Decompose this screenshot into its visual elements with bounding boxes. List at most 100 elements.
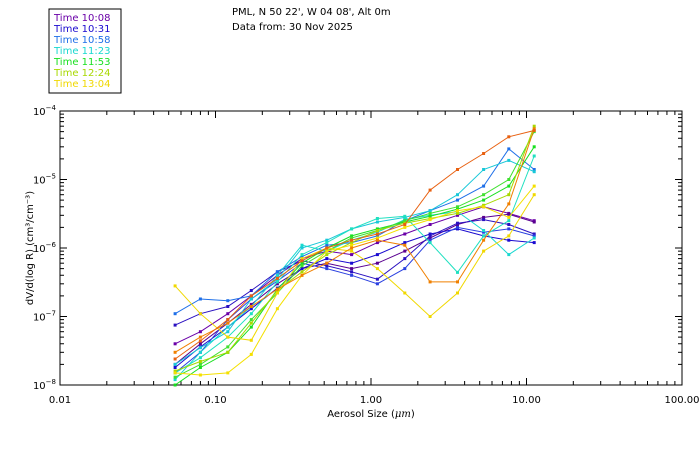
data-point <box>173 378 177 382</box>
data-point <box>456 213 459 217</box>
data-point <box>403 243 407 247</box>
data-point <box>226 325 230 329</box>
data-point <box>456 225 459 229</box>
data-point <box>325 257 329 261</box>
data-point <box>482 198 486 202</box>
data-point <box>375 267 379 271</box>
data-point <box>350 253 354 257</box>
data-point <box>198 312 202 316</box>
data-point <box>403 225 407 229</box>
legend-entry: Time 10:31 <box>53 24 110 35</box>
data-point <box>532 124 536 128</box>
x-axis-label: Aerosol Size (μm) <box>327 409 415 420</box>
data-point <box>482 230 486 234</box>
data-point <box>375 261 379 265</box>
data-point <box>173 342 177 346</box>
data-point <box>482 218 486 222</box>
data-point <box>226 345 230 349</box>
data-point <box>532 234 536 238</box>
data-point <box>350 273 354 277</box>
data-point <box>403 267 407 271</box>
data-point <box>350 236 354 240</box>
y-tick-label: 10−5 <box>33 173 56 187</box>
data-point <box>532 168 536 171</box>
data-point <box>173 375 177 379</box>
data-point <box>482 205 486 209</box>
data-point <box>173 357 177 361</box>
data-point <box>249 307 253 311</box>
x-tick-label: 1.00 <box>360 395 382 406</box>
data-point <box>375 277 379 281</box>
data-point <box>350 243 354 247</box>
data-point <box>375 241 379 245</box>
data-point <box>482 229 486 232</box>
legend-box <box>48 8 122 94</box>
data-point <box>350 246 354 250</box>
data-point <box>325 249 329 253</box>
data-point <box>375 234 379 238</box>
data-point <box>456 205 459 209</box>
data-point <box>249 302 253 306</box>
data-point <box>375 217 379 220</box>
data-point <box>507 158 511 162</box>
series-cyan-3 <box>173 154 536 375</box>
data-point <box>226 318 230 322</box>
data-point <box>456 270 459 274</box>
data-point <box>226 371 230 375</box>
data-point <box>403 241 407 245</box>
data-point <box>325 264 329 268</box>
data-point <box>532 236 536 240</box>
data-point <box>456 221 459 225</box>
data-point <box>275 280 279 284</box>
data-point <box>173 366 177 369</box>
data-point <box>507 234 511 238</box>
data-point <box>507 212 511 216</box>
data-point <box>350 270 354 274</box>
data-point <box>532 129 536 132</box>
data-point <box>275 273 279 277</box>
data-point <box>173 369 177 373</box>
data-point <box>350 238 354 242</box>
data-point <box>198 297 202 301</box>
data-point <box>226 330 230 334</box>
data-point <box>482 234 486 238</box>
data-point <box>375 238 379 242</box>
series-orange-1 <box>173 127 536 354</box>
legend-entry: Time 11:23 <box>53 46 110 57</box>
x-tick-label: 0.01 <box>49 395 71 406</box>
y-axis-label: dV/d(log R) (cm³/cm⁻³) <box>25 191 36 305</box>
y-tick-label: 10−4 <box>33 104 57 118</box>
data-point <box>456 168 459 171</box>
data-point <box>428 211 432 215</box>
data-point <box>375 229 379 232</box>
data-point <box>482 193 486 197</box>
data-point <box>198 356 202 360</box>
data-point <box>275 282 279 286</box>
data-point <box>300 257 304 261</box>
data-point <box>507 238 511 242</box>
data-point <box>300 246 304 250</box>
data-point <box>403 214 407 218</box>
data-point <box>173 383 177 387</box>
data-point <box>198 330 202 334</box>
data-point <box>300 259 304 263</box>
data-point <box>350 261 354 265</box>
data-point <box>428 223 432 226</box>
data-point <box>532 232 536 236</box>
data-point <box>325 267 329 271</box>
data-point <box>428 209 432 213</box>
header-date: Data from: 30 Nov 2025 <box>232 22 353 33</box>
data-point <box>507 219 511 223</box>
data-point <box>532 154 536 158</box>
data-point <box>403 232 407 236</box>
data-point <box>173 323 177 327</box>
data-point <box>456 207 459 211</box>
data-point <box>198 342 202 346</box>
data-point <box>428 238 432 242</box>
data-point <box>532 220 536 224</box>
legend-entry: Time 13:04 <box>53 79 110 90</box>
data-point <box>428 280 432 284</box>
data-point <box>507 147 511 151</box>
data-point <box>198 362 202 366</box>
